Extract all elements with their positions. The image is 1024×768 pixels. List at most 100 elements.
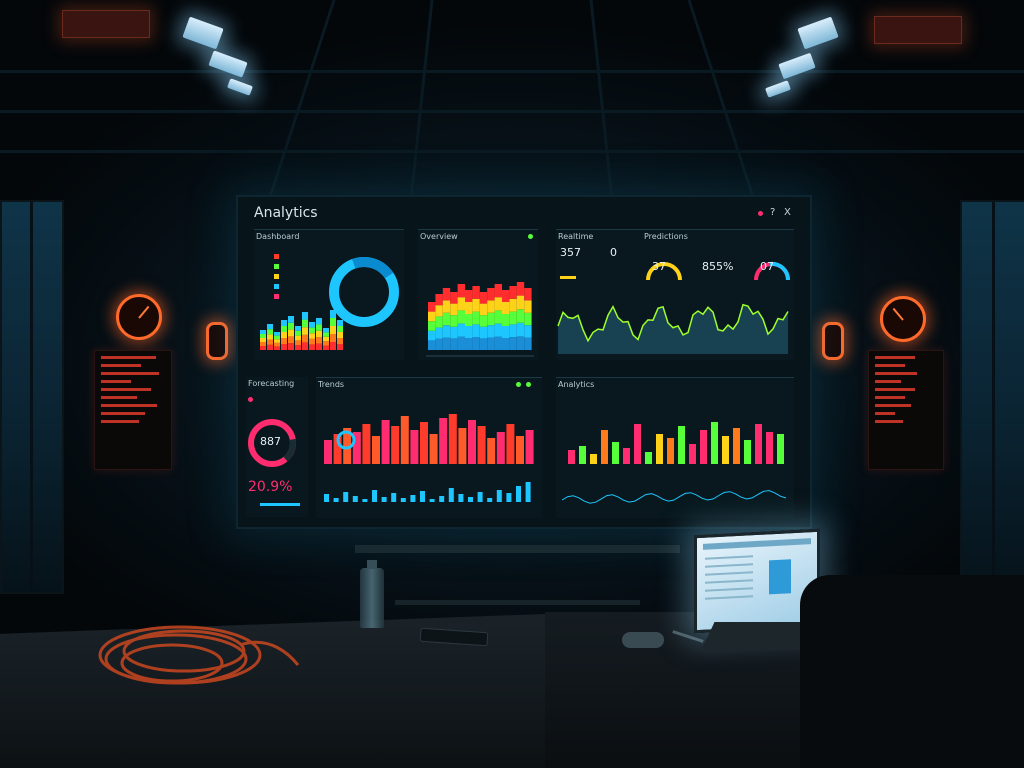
chart-mark [579,446,586,464]
mouse-icon [622,632,664,648]
close-button[interactable]: X [784,207,791,218]
chart-mark [267,339,273,345]
chart-mark [525,482,531,502]
water-bottle-icon [360,560,384,628]
chart-mark [302,334,308,343]
chart-mark [479,303,488,316]
chart-mark [309,338,315,345]
chart-mark [524,288,532,301]
chart-mark [487,288,495,301]
chart-mark [502,302,510,314]
chart-mark [711,422,718,464]
chart-mark [309,327,315,334]
chart-mark [288,316,294,323]
chart-mark [524,337,532,350]
ceiling-light-icon [778,52,816,80]
chart-mark [487,325,495,338]
chart-mark [391,426,400,464]
chart-mark [274,339,280,343]
chart-mark [323,345,329,350]
chart-mark [439,496,445,502]
chart-mark [428,311,436,322]
chart-mark [487,312,495,326]
gauge-icon [206,322,228,360]
chart-mark [260,338,266,342]
chart-mark [260,334,266,338]
chart-mark [288,322,294,330]
chart-mark [479,292,488,304]
chart-mark [472,311,480,325]
chart-mark [302,327,308,335]
chart-mark [260,342,266,346]
gauge-icon [880,296,926,342]
chart-mark [472,298,480,312]
chart-mark [309,322,315,328]
chart-mark [777,434,784,464]
chart-mark [457,310,465,324]
chart-mark [330,326,336,334]
chart-mark [516,322,525,337]
chart-mark [260,346,266,350]
chart-mark [295,326,301,331]
chart-mark [678,426,685,464]
chart-mark [634,424,641,464]
kpi-value: 357 [560,246,581,259]
chart-mark [509,337,517,350]
chart-mark [337,326,343,332]
chart-mark [502,326,510,338]
chart-mark [457,323,465,337]
chart-mark [722,436,729,464]
dashboard-screen: Analytics ? X Dashboard Overview Realtim… [236,195,812,529]
ceiling [0,0,1024,200]
vent-icon [874,16,962,44]
chart-mark [450,303,458,316]
chart-mark [323,332,329,337]
chart-mark [330,318,336,326]
chart-mark [601,430,608,464]
panel-title: Predictions [644,232,688,241]
trends-panel: Trends [316,377,542,518]
chart-mark [302,312,308,320]
vent-icon [62,10,150,38]
ring-chart [248,419,296,467]
chart-mark [337,320,343,326]
chart-mark [477,492,483,502]
chart-mark [465,314,473,326]
chart-mark [494,323,502,337]
chart-mark [450,338,458,350]
panel-title: Realtime [558,232,594,241]
chart-mark [343,428,352,464]
chart-mark [656,434,663,464]
chart-mark [496,432,505,464]
chart-mark [472,286,480,299]
kpi-value: 0 [610,246,617,259]
chart-mark [316,337,322,344]
chart-mark [267,329,273,335]
chart-mark [766,432,773,464]
record-icon [758,211,763,216]
right-status-panel [868,350,944,470]
chart-mark [410,495,416,502]
chart-mark [429,434,438,464]
chart-mark [428,340,436,350]
chart-mark [435,294,443,306]
chart-mark [448,414,457,464]
gauge-chart [557,261,791,354]
chart-mark [487,337,495,350]
chart-mark [420,491,425,502]
help-button[interactable]: ? [770,207,776,218]
chart-mark [509,324,517,338]
chart-mark [428,321,436,331]
chart-mark [465,326,473,338]
chart-mark [468,497,473,502]
kpi-value: 37 [652,260,666,273]
chart-mark [494,336,502,350]
panel-title: Dashboard [256,232,300,241]
chart-mark [400,498,406,502]
chart-mark [391,493,397,502]
chart-mark [457,297,465,311]
chart-mark [260,330,266,334]
chart-mark [612,442,619,464]
chart-mark [506,424,515,464]
chart-mark [689,444,696,464]
